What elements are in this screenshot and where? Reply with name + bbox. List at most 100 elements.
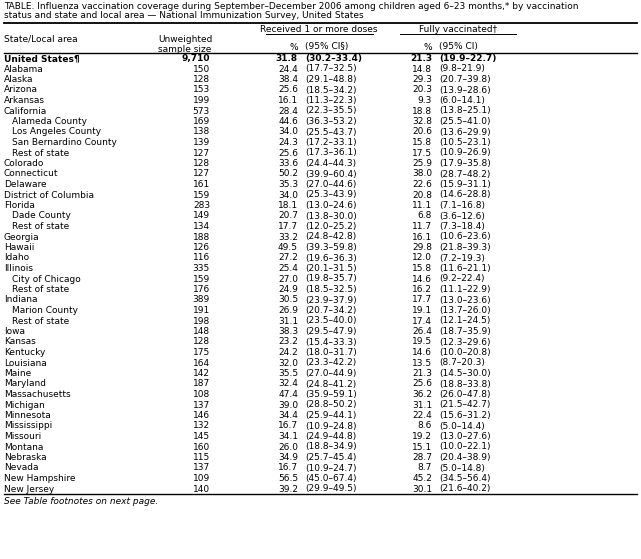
Text: (20.7–34.2): (20.7–34.2) [305, 306, 356, 315]
Text: 389: 389 [193, 296, 210, 305]
Text: 38.4: 38.4 [278, 75, 298, 84]
Text: (13.6–29.9): (13.6–29.9) [439, 127, 490, 136]
Text: (13.0–24.6): (13.0–24.6) [305, 201, 356, 210]
Text: Unweighted
sample size: Unweighted sample size [158, 35, 212, 54]
Text: (36.3–53.2): (36.3–53.2) [305, 117, 356, 126]
Text: (10.9–24.8): (10.9–24.8) [305, 421, 356, 430]
Text: 8.7: 8.7 [418, 463, 432, 472]
Text: (5.0–14.8): (5.0–14.8) [439, 463, 485, 472]
Text: 34.9: 34.9 [278, 453, 298, 462]
Text: (23.5–40.0): (23.5–40.0) [305, 316, 356, 325]
Text: Maine: Maine [4, 369, 31, 378]
Text: 26.0: 26.0 [278, 443, 298, 452]
Text: 108: 108 [193, 390, 210, 399]
Text: 17.5: 17.5 [412, 149, 432, 158]
Text: 34.1: 34.1 [278, 432, 298, 441]
Text: (15.6–31.2): (15.6–31.2) [439, 411, 490, 420]
Text: (10.6–23.6): (10.6–23.6) [439, 233, 490, 241]
Text: (23.9–37.9): (23.9–37.9) [305, 296, 356, 305]
Text: Rest of state: Rest of state [12, 316, 69, 325]
Text: (9.2–22.4): (9.2–22.4) [439, 274, 485, 283]
Text: (23.3–42.2): (23.3–42.2) [305, 358, 356, 367]
Text: Illinois: Illinois [4, 264, 33, 273]
Text: 198: 198 [193, 316, 210, 325]
Text: (18.7–35.9): (18.7–35.9) [439, 327, 491, 336]
Text: Alabama: Alabama [4, 64, 44, 73]
Text: (15.4–33.3): (15.4–33.3) [305, 338, 356, 347]
Text: 49.5: 49.5 [278, 243, 298, 252]
Text: (45.0–67.4): (45.0–67.4) [305, 474, 356, 483]
Text: 146: 146 [193, 411, 210, 420]
Text: (21.5–42.7): (21.5–42.7) [439, 400, 490, 410]
Text: State/Local area: State/Local area [4, 35, 78, 44]
Text: 21.3: 21.3 [412, 369, 432, 378]
Text: (34.5–56.4): (34.5–56.4) [439, 474, 490, 483]
Text: Delaware: Delaware [4, 180, 47, 189]
Text: (9.8–21.9): (9.8–21.9) [439, 64, 485, 73]
Text: Arizona: Arizona [4, 86, 38, 94]
Text: (13.8–30.0): (13.8–30.0) [305, 211, 357, 220]
Text: (29.1–48.8): (29.1–48.8) [305, 75, 356, 84]
Text: (25.5–41.0): (25.5–41.0) [439, 117, 490, 126]
Text: (24.4–44.3): (24.4–44.3) [305, 159, 356, 168]
Text: (11.6–21.1): (11.6–21.1) [439, 264, 490, 273]
Text: 39.2: 39.2 [278, 485, 298, 494]
Text: 22.6: 22.6 [412, 180, 432, 189]
Text: 29.8: 29.8 [412, 243, 432, 252]
Text: (20.4–38.9): (20.4–38.9) [439, 453, 490, 462]
Text: 30.5: 30.5 [278, 296, 298, 305]
Text: (7.3–18.4): (7.3–18.4) [439, 222, 485, 231]
Text: 18.1: 18.1 [278, 201, 298, 210]
Text: 12.0: 12.0 [412, 253, 432, 263]
Text: (21.6–40.2): (21.6–40.2) [439, 485, 490, 494]
Text: 16.7: 16.7 [278, 421, 298, 430]
Text: (25.3–43.9): (25.3–43.9) [305, 191, 356, 200]
Text: 25.6: 25.6 [412, 380, 432, 389]
Text: (19.8–35.7): (19.8–35.7) [305, 274, 357, 283]
Text: (11.3–22.3): (11.3–22.3) [305, 96, 356, 105]
Text: 9.3: 9.3 [418, 96, 432, 105]
Text: (25.7–45.4): (25.7–45.4) [305, 453, 356, 462]
Text: Idaho: Idaho [4, 253, 29, 263]
Text: %: % [289, 42, 298, 51]
Text: 159: 159 [193, 191, 210, 200]
Text: 44.6: 44.6 [278, 117, 298, 126]
Text: (24.8–42.8): (24.8–42.8) [305, 233, 356, 241]
Text: 199: 199 [193, 96, 210, 105]
Text: 127: 127 [193, 149, 210, 158]
Text: 28.7: 28.7 [412, 453, 432, 462]
Text: 32.8: 32.8 [412, 117, 432, 126]
Text: Los Angeles County: Los Angeles County [12, 127, 101, 136]
Text: District of Columbia: District of Columbia [4, 191, 94, 200]
Text: TABLE. Influenza vaccination coverage during September–December 2006 among child: TABLE. Influenza vaccination coverage du… [4, 2, 578, 11]
Text: Michigan: Michigan [4, 400, 45, 410]
Text: 283: 283 [193, 201, 210, 210]
Text: (20.7–39.8): (20.7–39.8) [439, 75, 490, 84]
Text: Rest of state: Rest of state [12, 222, 69, 231]
Text: 20.3: 20.3 [412, 86, 432, 94]
Text: 15.8: 15.8 [412, 138, 432, 147]
Text: (28.7–48.2): (28.7–48.2) [439, 169, 490, 178]
Text: (12.3–29.6): (12.3–29.6) [439, 338, 490, 347]
Text: 176: 176 [193, 285, 210, 294]
Text: 31.1: 31.1 [278, 316, 298, 325]
Text: 161: 161 [193, 180, 210, 189]
Text: 11.1: 11.1 [412, 201, 432, 210]
Text: 29.3: 29.3 [412, 75, 432, 84]
Text: 175: 175 [193, 348, 210, 357]
Text: 50.2: 50.2 [278, 169, 298, 178]
Text: 8.6: 8.6 [418, 421, 432, 430]
Text: (17.7–32.5): (17.7–32.5) [305, 64, 356, 73]
Text: Alaska: Alaska [4, 75, 33, 84]
Text: status and state and local area — National Immunization Survey, United States: status and state and local area — Nation… [4, 11, 363, 20]
Text: 14.8: 14.8 [412, 64, 432, 73]
Text: (18.8–34.9): (18.8–34.9) [305, 443, 356, 452]
Text: 137: 137 [193, 400, 210, 410]
Text: Rest of state: Rest of state [12, 285, 69, 294]
Text: 35.5: 35.5 [278, 369, 298, 378]
Text: (13.8–25.1): (13.8–25.1) [439, 107, 490, 116]
Text: 127: 127 [193, 169, 210, 178]
Text: 573: 573 [193, 107, 210, 116]
Text: Colorado: Colorado [4, 159, 44, 168]
Text: (10.0–20.8): (10.0–20.8) [439, 348, 490, 357]
